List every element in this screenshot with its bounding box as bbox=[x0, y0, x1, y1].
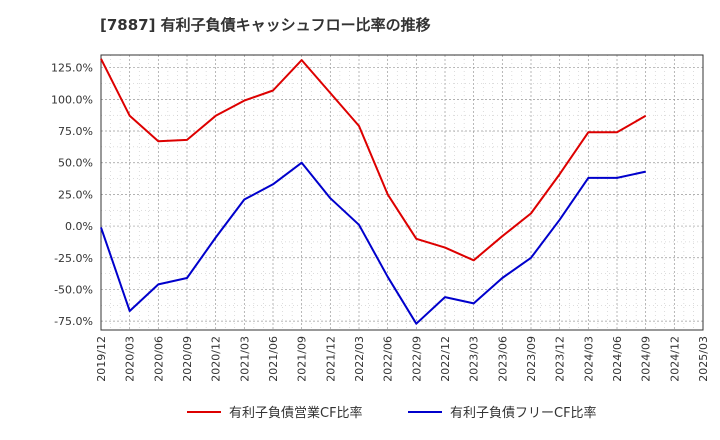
x-tick-label: 2024/12 bbox=[668, 336, 681, 382]
plot-area bbox=[101, 55, 703, 330]
x-tick-label: 2021/06 bbox=[267, 336, 280, 382]
legend-label-2: 有利子負債フリーCF比率 bbox=[450, 405, 597, 421]
y-tick-label: -75.0% bbox=[54, 315, 93, 328]
x-tick-label: 2022/06 bbox=[382, 336, 395, 382]
x-tick-label: 2020/09 bbox=[181, 336, 194, 382]
y-tick-label: -25.0% bbox=[54, 252, 93, 265]
legend-label-1: 有利子負債営業CF比率 bbox=[229, 405, 363, 421]
y-tick-label: 25.0% bbox=[58, 188, 93, 201]
y-tick-label: 50.0% bbox=[58, 157, 93, 170]
series-line-1 bbox=[100, 58, 647, 262]
x-tick-label: 2020/12 bbox=[210, 336, 223, 382]
x-tick-label: 2023/03 bbox=[468, 336, 481, 382]
y-tick-label: -50.0% bbox=[54, 283, 93, 296]
series-line-2 bbox=[100, 161, 646, 325]
x-tick-label: 2022/09 bbox=[410, 336, 423, 382]
plot-border bbox=[100, 54, 704, 331]
x-tick-label: 2022/03 bbox=[353, 336, 366, 382]
y-tick-label: 100.0% bbox=[51, 93, 93, 106]
x-tick-label: 2021/09 bbox=[296, 336, 309, 382]
y-tick-label: 75.0% bbox=[58, 125, 93, 138]
x-tick-label: 2020/06 bbox=[152, 336, 165, 382]
y-tick-label: 0.0% bbox=[65, 220, 93, 233]
x-tick-label: 2023/06 bbox=[496, 336, 509, 382]
x-tick-label: 2025/03 bbox=[697, 336, 710, 382]
x-tick-label: 2019/12 bbox=[95, 336, 108, 382]
x-tick-label: 2024/09 bbox=[640, 336, 653, 382]
x-tick-label: 2021/12 bbox=[324, 336, 337, 382]
y-tick-label: 125.0% bbox=[51, 62, 93, 75]
x-tick-label: 2021/03 bbox=[238, 336, 251, 382]
x-tick-label: 2023/09 bbox=[525, 336, 538, 382]
chart-title: [7887] 有利子負債キャッシュフロー比率の推移 bbox=[100, 16, 431, 34]
x-tick-label: 2024/03 bbox=[582, 336, 595, 382]
x-tick-label: 2024/06 bbox=[611, 336, 624, 382]
x-tick-label: 2020/03 bbox=[124, 336, 137, 382]
x-tick-label: 2022/12 bbox=[439, 336, 452, 382]
x-tick-label: 2023/12 bbox=[554, 336, 567, 382]
